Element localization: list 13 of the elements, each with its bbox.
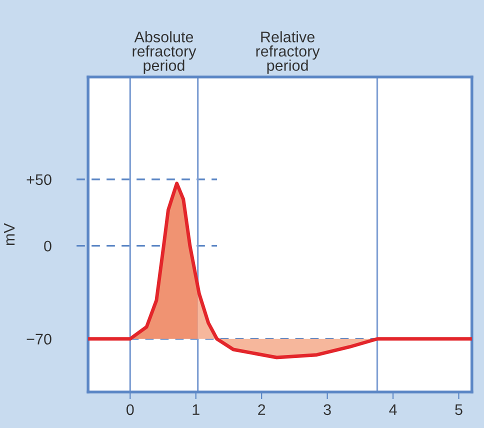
line-series [88,182,472,360]
x-tick-label: 4 [389,404,397,415]
x-tick-label: 2 [258,404,266,415]
y-axis-title: mV [4,223,15,245]
text: Absolute refractory period [132,31,196,74]
y-tick-label: 0 [44,240,52,252]
text: Relative refractory period [256,31,320,74]
x-tick-label: 5 [455,404,462,416]
x-tick-label: 1 [192,404,200,415]
x-tick-label: 0 [126,404,134,416]
y-tick-label: +50 [26,174,52,186]
x-tick-label: 3 [324,404,331,416]
y-tick-label: −70 [26,334,52,345]
